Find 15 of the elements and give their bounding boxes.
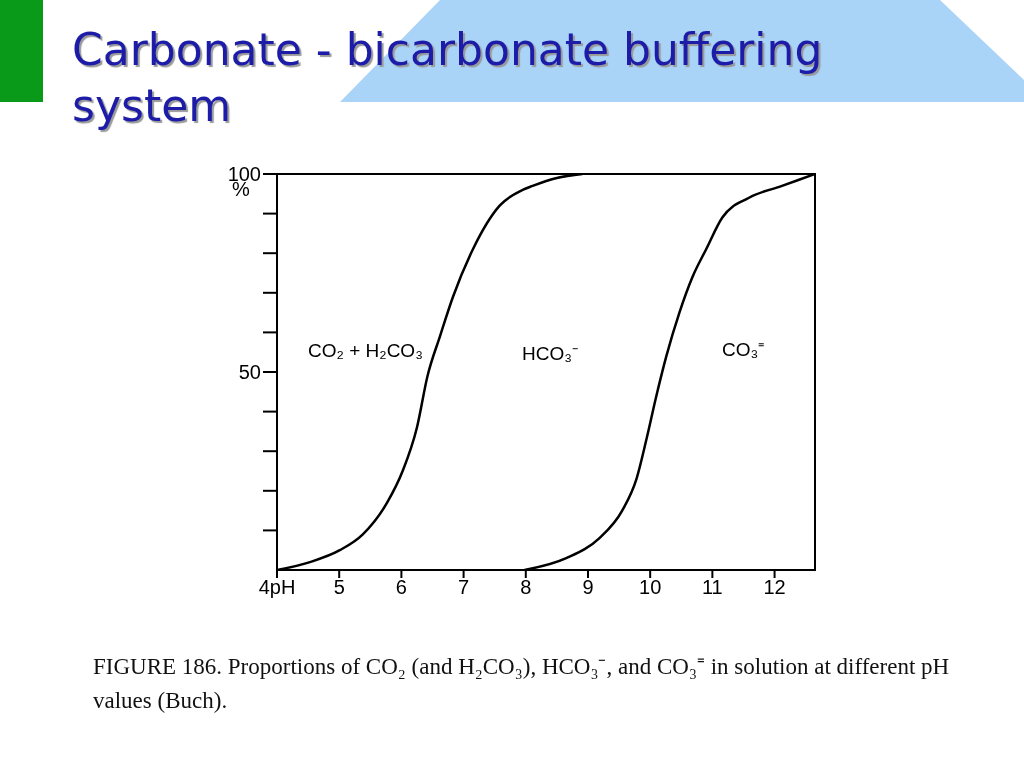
x-tick-label: 9 [582, 576, 594, 599]
x-tick-label: 7 [458, 576, 470, 599]
x-tick-label: 8 [520, 576, 532, 599]
chart-title: Carbonate - bicarbonate buffering system [72, 23, 824, 133]
annotation: CO₃⁼ [722, 338, 765, 362]
y-tick-label: 50 [238, 361, 261, 384]
caption: FIGURE 186. Proportions of CO₂ (and H₂CO₃), HCO₃⁻, and CO₃⁼ in solution at different pH values (Buch). [93, 653, 951, 715]
x-tick-label: 6 [395, 576, 407, 599]
x-tick-label: 12 [763, 576, 786, 599]
x-tick-label: 4pH [258, 576, 296, 599]
annotation: HCO₃⁻ [522, 342, 578, 366]
x-tick-label: 11 [701, 576, 723, 599]
x-tick-label: 10 [639, 576, 662, 599]
x-tick-label: 5 [333, 576, 345, 599]
annotation: CO₂ + H₂CO₃ [308, 340, 423, 362]
